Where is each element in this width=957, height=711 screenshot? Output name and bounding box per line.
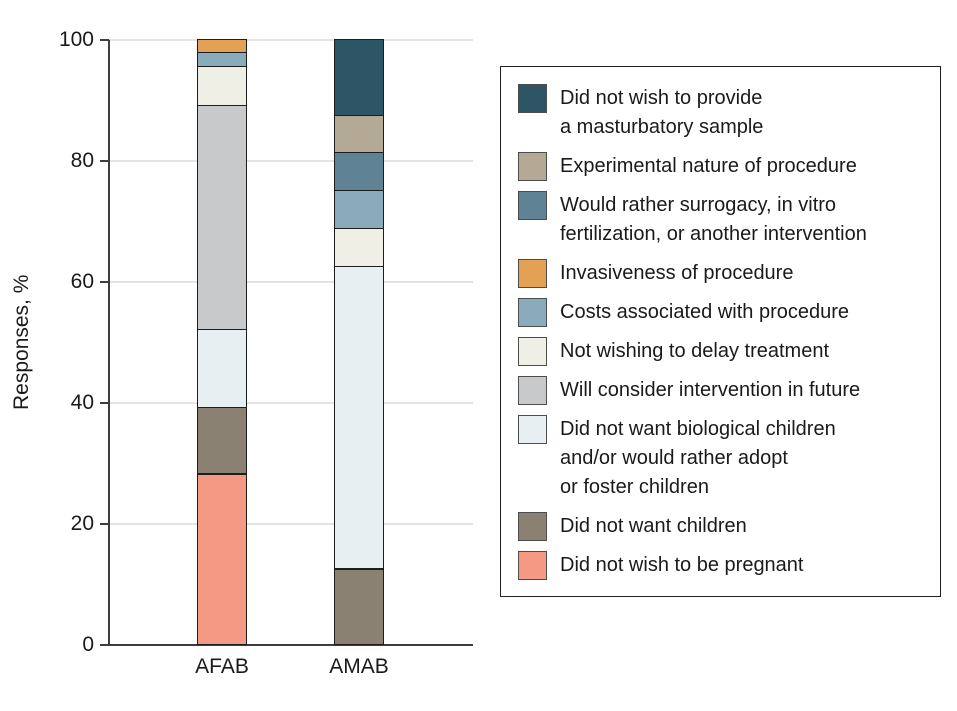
y-axis-line xyxy=(108,40,110,645)
bar-segment xyxy=(197,474,247,645)
y-tick-label-20: 20 xyxy=(70,512,94,535)
y-tick-label-80: 80 xyxy=(70,149,94,172)
legend-item: Did not want children xyxy=(518,512,934,541)
legend-label: Did not want children xyxy=(560,515,747,537)
legend-swatch xyxy=(518,191,547,220)
bar-segment xyxy=(334,115,384,153)
legend-label: Invasiveness of procedure xyxy=(560,262,794,284)
plot-area: 0 20 40 60 80 100 AFAB AMAB xyxy=(59,28,473,678)
bar-segment xyxy=(334,190,384,229)
bar-segment xyxy=(334,228,384,267)
legend-item: Would rather surrogacy, in vitro fertiliz… xyxy=(518,191,934,249)
legend-item: Experimental nature of procedure xyxy=(518,152,934,181)
y-axis-label: Responses, % xyxy=(10,274,33,410)
legend-swatch xyxy=(518,337,547,366)
y-tick-mark-100 xyxy=(100,39,109,41)
x-axis-line xyxy=(108,644,473,646)
bar-afab xyxy=(197,39,247,645)
legend-label: Would rather surrogacy, in vitro fertiliz… xyxy=(560,194,867,245)
legend-item: Did not wish to be pregnant xyxy=(518,551,934,580)
y-tick-mark-0 xyxy=(100,644,109,646)
legend-swatch xyxy=(518,376,547,405)
legend-swatch xyxy=(518,259,547,288)
bar-segment xyxy=(197,105,247,330)
y-tick-label-0: 0 xyxy=(82,633,94,656)
bar-segment xyxy=(197,66,247,106)
gridline-40 xyxy=(109,402,473,404)
gridline-80 xyxy=(109,160,473,162)
legend-label: Did not wish to be pregnant xyxy=(560,554,804,576)
legend-label: Will consider intervention in future xyxy=(560,379,861,401)
y-tick-mark-80 xyxy=(100,160,109,162)
legend-label: Not wishing to delay treatment xyxy=(560,340,830,362)
legend-label: Experimental nature of procedure xyxy=(560,155,857,177)
bar-segment xyxy=(334,266,384,569)
x-category-label-afab: AFAB xyxy=(195,655,249,678)
gridline-20 xyxy=(109,523,473,525)
gridline-100 xyxy=(109,39,473,41)
legend-label: Did not want biological children and/or w… xyxy=(560,418,836,498)
legend-item: Did not wish to provide a masturbatory sa… xyxy=(518,84,934,142)
x-category-label-amab: AMAB xyxy=(329,655,389,678)
legend-item: Not wishing to delay treatment xyxy=(518,337,934,366)
bar-segment xyxy=(197,52,247,67)
legend-item: Will consider intervention in future xyxy=(518,376,934,405)
gridline-60 xyxy=(109,281,473,283)
legend-box: Did not wish to provide a masturbatory sa… xyxy=(500,66,941,597)
y-tick-label-60: 60 xyxy=(70,270,94,293)
bar-segment xyxy=(197,39,247,53)
legend-swatch xyxy=(518,512,547,541)
y-tick-label-40: 40 xyxy=(70,391,94,414)
y-tick-mark-40 xyxy=(100,402,109,404)
y-tick-mark-20 xyxy=(100,523,109,525)
legend-item: Did not want biological children and/or w… xyxy=(518,415,934,502)
y-tick-label-100: 100 xyxy=(58,28,94,51)
legend-swatch xyxy=(518,152,547,181)
legend-label: Did not wish to provide a masturbatory sa… xyxy=(560,87,764,138)
y-tick-mark-60 xyxy=(100,281,109,283)
bar-segment xyxy=(197,329,247,408)
legend-item: Invasiveness of procedure xyxy=(518,259,934,288)
legend-swatch xyxy=(518,298,547,327)
legend-label: Costs associated with procedure xyxy=(560,301,850,323)
bar-segment xyxy=(334,152,384,191)
legend-swatch xyxy=(518,415,547,444)
legend-swatch xyxy=(518,84,547,113)
bar-segment xyxy=(334,569,384,645)
bar-segment xyxy=(334,39,384,116)
legend-swatch xyxy=(518,551,547,580)
legend-item: Costs associated with procedure xyxy=(518,298,934,327)
bar-segment xyxy=(197,407,247,474)
bar-amab xyxy=(334,39,384,645)
